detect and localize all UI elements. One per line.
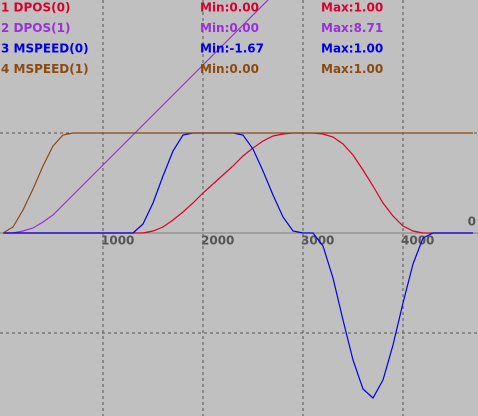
legend-min: Min:0.00	[200, 21, 259, 35]
series-line	[3, 0, 269, 234]
legend: 1 DPOS(0) Min:0.00 Max:1.00 2 DPOS(1) Min:0.…	[1, 1, 383, 77]
y-tick-label: 0	[468, 215, 476, 229]
series-line	[3, 132, 473, 399]
legend-max: Max:8.71	[321, 21, 383, 35]
legend-name: 4 MSPEED(1)	[1, 62, 89, 76]
plot-lines	[2, 0, 473, 399]
legend-min: Min:0.00	[200, 1, 259, 15]
x-tick-label: 4000	[401, 234, 434, 248]
x-tick-label: 3000	[301, 234, 334, 248]
legend-max: Max:1.00	[321, 42, 383, 56]
legend-name: 3 MSPEED(0)	[1, 42, 89, 56]
legend-max: Max:1.00	[321, 62, 383, 76]
legend-max: Max:1.00	[321, 1, 383, 15]
series-line	[2, 132, 473, 234]
legend-name: 1 DPOS(0)	[1, 1, 70, 15]
legend-min: Min:-1.67	[200, 42, 264, 56]
legend-min: Min:0.00	[200, 62, 259, 76]
legend-name: 2 DPOS(1)	[1, 21, 70, 35]
x-tick-label: 2000	[201, 234, 234, 248]
x-tick-label: 1000	[101, 234, 134, 248]
